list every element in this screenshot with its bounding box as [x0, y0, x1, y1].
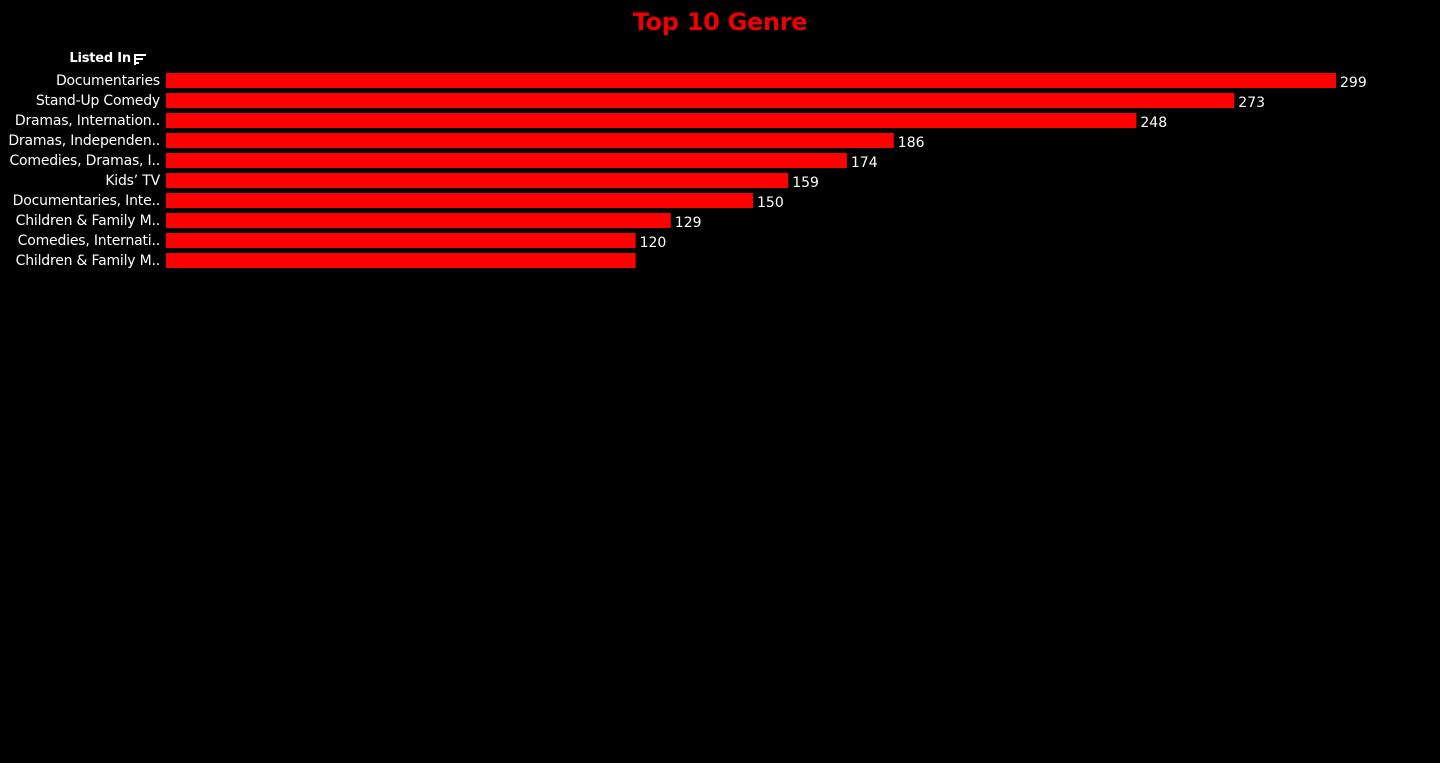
category-label: Children & Family M..	[16, 213, 160, 229]
bar[interactable]	[166, 113, 1137, 128]
category-label: Documentaries	[56, 73, 160, 89]
category-label: Kids’ TV	[105, 173, 160, 189]
category-label: Documentaries, Inte..	[13, 193, 160, 209]
category-label: Comedies, Dramas, I..	[9, 153, 160, 169]
category-label: Comedies, Internati..	[18, 233, 160, 249]
category-label: Dramas, Internation..	[15, 113, 160, 129]
category-label: Children & Family M..	[16, 253, 160, 269]
data-label: 174	[851, 155, 878, 171]
column-header-listed-in: Listed In	[69, 51, 131, 66]
bar[interactable]	[166, 213, 671, 228]
bar[interactable]	[166, 73, 1336, 88]
data-label: 120	[640, 235, 667, 251]
bar[interactable]	[166, 233, 636, 248]
data-label: 248	[1140, 115, 1167, 131]
bar[interactable]	[166, 253, 636, 268]
bar[interactable]	[166, 133, 894, 148]
data-label: 129	[675, 215, 702, 231]
data-label: 299	[1340, 75, 1367, 91]
chart-title: Top 10 Genre	[632, 8, 808, 36]
data-label: 159	[792, 175, 819, 191]
sort-descending-icon[interactable]	[134, 53, 147, 66]
bar[interactable]	[166, 153, 847, 168]
bar[interactable]	[166, 173, 789, 188]
data-label: 186	[898, 135, 925, 151]
bar[interactable]	[166, 93, 1235, 108]
category-label: Stand-Up Comedy	[36, 93, 160, 109]
category-label: Dramas, Independen..	[8, 133, 160, 149]
bar[interactable]	[166, 193, 753, 208]
data-label: 150	[757, 195, 784, 211]
data-label: 273	[1238, 95, 1265, 111]
